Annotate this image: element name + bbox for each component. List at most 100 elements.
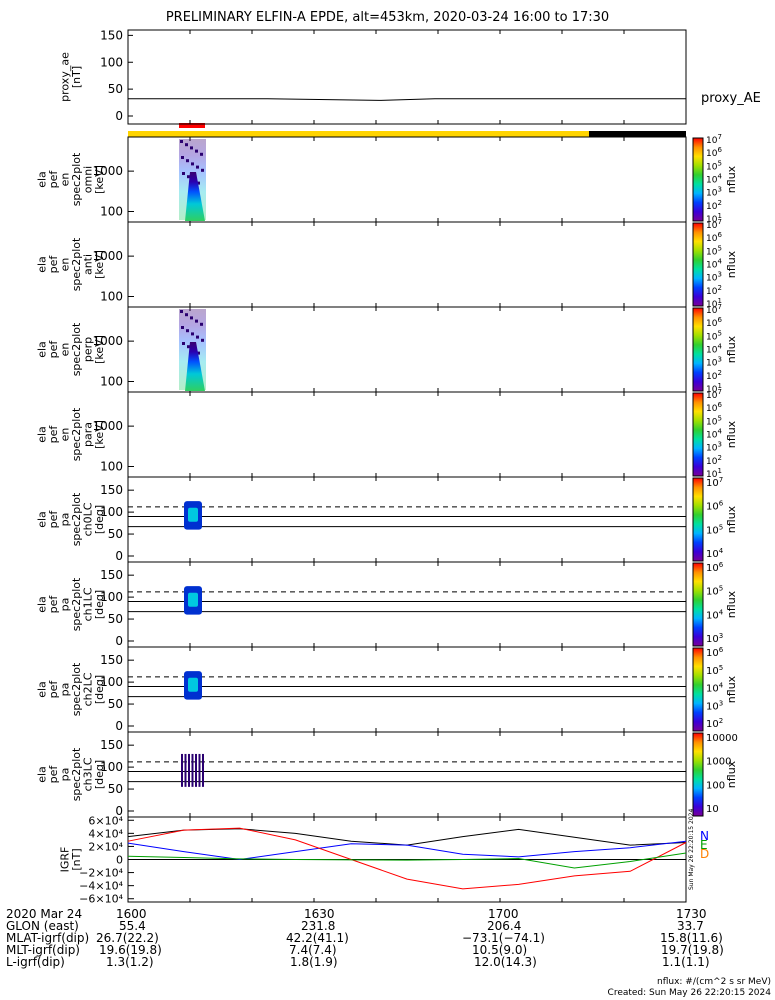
colorbar-tick-exp: 6 <box>717 231 722 239</box>
colorbar-tick-exp: 2 <box>717 454 721 462</box>
footer-value: 206.4 <box>487 919 522 933</box>
colorbar-tick-exp: 6 <box>719 561 724 569</box>
y-axis-label-line: pa <box>58 683 71 697</box>
spectrogram-pixel <box>187 175 190 179</box>
colorbar-tick-label: 106 <box>706 146 722 159</box>
spectrogram-pixel <box>186 159 189 163</box>
y-axis-label-line: ela <box>35 511 48 528</box>
y-tick-label: 100 <box>100 375 123 389</box>
colorbar-tick-label: 106 <box>706 231 722 244</box>
y-axis-label-line: perp <box>81 337 94 362</box>
colorbar-tick-exp: 7 <box>717 133 721 141</box>
colorbar-tick-label: 105 <box>706 664 723 677</box>
igrf-series-E <box>127 840 687 861</box>
nflux-units-note: nflux: #/(cm^2 s sr MeV) <box>657 977 771 987</box>
y-axis-label-line: spec2plot <box>70 492 83 546</box>
colorbar-tick-exp: 2 <box>717 284 721 292</box>
y-axis-label-igrf: IGRF[nT] <box>58 847 83 873</box>
spectrogram-pixel <box>182 172 185 175</box>
colorbar-tick-label: 104 <box>706 547 724 560</box>
colorbar-tick-label: 100 <box>706 780 725 791</box>
y-tick-label: 50 <box>108 697 123 711</box>
colorbar-tick-label: 103 <box>706 271 722 284</box>
y-axis-label-line: pef <box>47 255 60 274</box>
spectrogram-pixel <box>201 338 204 342</box>
colorbar-pa_ch1 <box>692 562 704 647</box>
pa-blob-core <box>188 592 198 607</box>
colorbar-tick-label: 107 <box>706 133 722 146</box>
colorbar-tick-label: 102 <box>706 454 722 467</box>
spectrogram-pixel <box>196 335 199 339</box>
colorbar-tick-exp: 4 <box>719 547 724 555</box>
y-tick-label: 100 <box>100 675 123 689</box>
y-tick-label: 4×10⁴ <box>88 827 123 840</box>
colorbar-tick-exp: 4 <box>719 608 724 616</box>
footer-row-label: MLAT-igrf(dip) <box>6 931 90 945</box>
colorbar-tick-exp: 5 <box>717 414 721 422</box>
y-axis-label-line: [deg] <box>93 675 106 704</box>
y-axis-label-line: [nT] <box>70 848 83 870</box>
colorbar-tick-label: 102 <box>706 369 722 382</box>
colorbar-tick-label: 103 <box>706 186 722 199</box>
y-axis-label-line: pef <box>47 595 60 614</box>
colorbar-tick-label: 103 <box>706 356 722 369</box>
y-axis-label-line: IGRF <box>58 847 71 873</box>
colorbar-tick-exp: 6 <box>717 146 722 154</box>
colorbar-tick-exp: 1 <box>717 297 721 305</box>
colorbar-spec_anti <box>692 222 704 307</box>
spectrogram-pixel <box>190 316 193 320</box>
y-tick-label: 150 <box>100 28 123 42</box>
colorbar-tick-exp: 7 <box>719 476 723 484</box>
y-axis-label-line: spec2plot <box>70 237 83 291</box>
y-tick-label: 150 <box>100 738 123 752</box>
y-tick-label: 1000 <box>92 164 123 178</box>
colorbar-tick-exp: 6 <box>719 500 724 508</box>
footer-value: −73.1(−74.1) <box>462 931 545 945</box>
colorbar-tick-label: 1000 <box>706 757 731 768</box>
colorbar-tick-label: 107 <box>706 476 723 489</box>
y-axis-label-line: spec2plot <box>70 577 83 631</box>
y-axis-label-line: ela <box>35 596 48 613</box>
colorbar-label: nflux <box>725 590 738 618</box>
y-tick-label: 0 <box>115 549 123 563</box>
y-axis-label-line: ela <box>35 766 48 783</box>
colorbar-tick-exp: 1 <box>717 382 721 390</box>
y-axis-label-line: pa <box>58 513 71 527</box>
colorbar-tick-exp: 4 <box>717 343 722 351</box>
y-axis-label-line: pef <box>47 170 60 189</box>
colorbar-tick-label: 105 <box>706 414 722 427</box>
colorbar-tick-exp: 3 <box>717 271 721 279</box>
colorbar-tick-exp: 5 <box>717 159 721 167</box>
panel-frame-spec_para <box>127 391 687 478</box>
panel-frame-spec_perp <box>127 306 687 393</box>
y-axis-label-line: omni <box>81 166 94 193</box>
colorbar-tick-label: 104 <box>706 343 722 356</box>
footer-row-label: 2020 Mar 24 <box>6 907 83 921</box>
y-axis-label-line: pef <box>47 680 60 699</box>
y-axis-label-line: ela <box>35 256 48 273</box>
colorbar-pa_ch0 <box>692 477 704 562</box>
science-zone-marker <box>179 123 205 128</box>
y-axis-label-line: ela <box>35 426 48 443</box>
colorbar-tick-exp: 4 <box>717 258 722 266</box>
footer-value: 1630 <box>304 907 335 921</box>
y-axis-label-line: [keV] <box>93 165 106 194</box>
igrf-legend-E: E <box>700 838 708 852</box>
series-label-proxy-ae: proxy_AE <box>701 91 761 106</box>
footer-value: 12.0(14.3) <box>474 955 537 969</box>
igrf-series-D <box>127 827 687 890</box>
colorbar-tick-exp: 3 <box>717 356 721 364</box>
y-tick-label: 0 <box>115 804 123 818</box>
footer-row-label: L-igrf(dip) <box>6 955 65 969</box>
colorbar-tick-exp: 2 <box>717 199 721 207</box>
spectrogram-pixel <box>191 332 194 336</box>
footer-block: 2020 Mar 24 1600 1630 1700 1730 GLON (ea… <box>6 907 771 969</box>
colorbar-tick-exp: 6 <box>717 401 722 409</box>
colorbar-tick-exp: 7 <box>717 218 721 226</box>
y-tick-label: 1000 <box>92 419 123 433</box>
igrf-series-N <box>127 828 687 846</box>
y-axis-label-line: ela <box>35 171 48 188</box>
colorbar-label: nflux <box>725 420 738 448</box>
y-tick-label: −4×10⁴ <box>79 880 123 893</box>
